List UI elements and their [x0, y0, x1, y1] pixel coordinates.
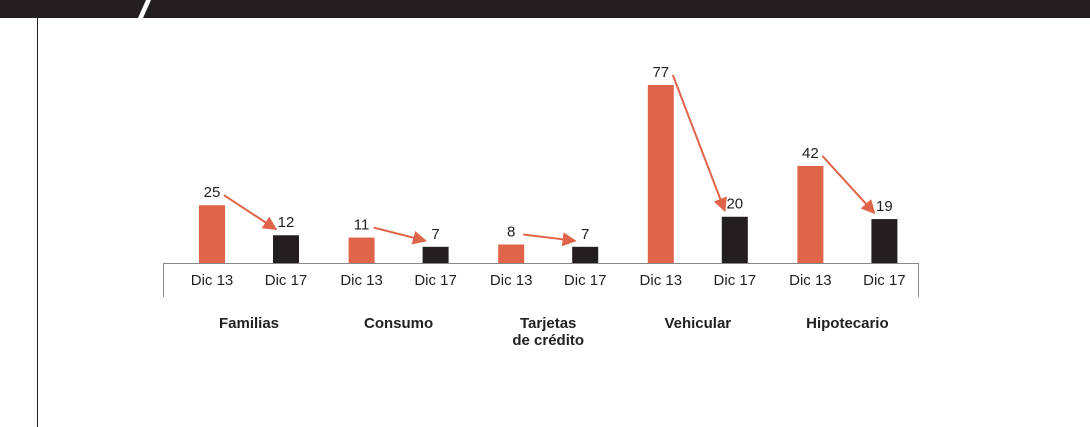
- trend-arrow: [373, 226, 427, 245]
- top-band: [0, 0, 1090, 18]
- x-tick-label: Dic 13: [340, 272, 383, 289]
- bar: [199, 205, 225, 263]
- axis-frame: [163, 263, 919, 297]
- x-tick-label: Dic 17: [564, 272, 607, 289]
- band-slash: [138, 0, 151, 18]
- value-label: 8: [507, 223, 515, 240]
- x-tick-label: Dic 13: [640, 272, 683, 289]
- bar: [498, 244, 525, 263]
- x-tick-label: Dic 17: [265, 272, 308, 289]
- value-label: 7: [431, 226, 439, 243]
- value-label: 11: [354, 217, 370, 234]
- bar: [721, 216, 748, 263]
- x-tick-label: Dic 17: [414, 272, 457, 289]
- x-tick-label: Dic 17: [863, 272, 906, 289]
- bar: [797, 165, 824, 263]
- x-tick-label: Dic 13: [191, 272, 234, 289]
- value-label: 20: [726, 196, 743, 213]
- x-tick-label: Dic 17: [714, 272, 757, 289]
- group-label: Familias: [218, 315, 280, 332]
- trend-arrow: [523, 232, 577, 247]
- group-label: Vehicular: [664, 315, 732, 332]
- bar: [422, 246, 449, 263]
- value-label: 25: [204, 184, 221, 201]
- group-label: Tarjetas de crédito: [512, 315, 585, 349]
- value-label: 42: [802, 145, 819, 162]
- bar: [647, 85, 674, 263]
- bar: [871, 219, 898, 263]
- value-label: 77: [652, 64, 669, 81]
- bar: [348, 237, 375, 263]
- x-tick-label: Dic 13: [789, 272, 832, 289]
- group-label: Hipotecario: [806, 315, 889, 332]
- bar: [273, 235, 299, 263]
- value-label: 12: [278, 214, 295, 231]
- trend-arrow: [821, 155, 876, 215]
- value-label: 7: [581, 226, 589, 243]
- trend-arrow: [671, 74, 727, 213]
- bar: [572, 246, 599, 263]
- x-tick-label: Dic 13: [490, 272, 533, 289]
- group-label: Consumo: [364, 315, 434, 332]
- value-label: 19: [876, 198, 893, 215]
- trend-arrow: [223, 194, 278, 231]
